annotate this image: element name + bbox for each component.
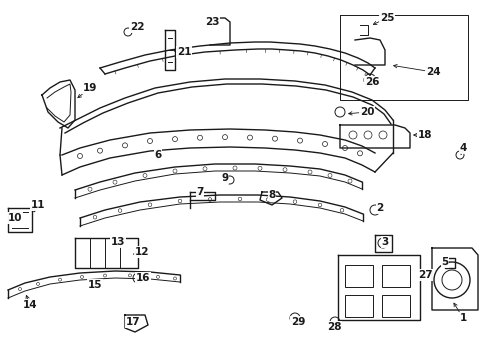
Text: 8: 8 xyxy=(269,190,275,200)
Text: 29: 29 xyxy=(291,317,305,327)
Text: 28: 28 xyxy=(327,322,341,332)
Text: 25: 25 xyxy=(380,13,394,23)
Text: 1: 1 xyxy=(460,313,466,323)
Text: 14: 14 xyxy=(23,300,37,310)
Text: 16: 16 xyxy=(136,273,150,283)
Text: 12: 12 xyxy=(135,247,149,257)
Text: 5: 5 xyxy=(441,257,449,267)
Bar xyxy=(382,265,410,287)
Text: 26: 26 xyxy=(365,77,379,87)
Text: 22: 22 xyxy=(130,22,144,32)
Text: 27: 27 xyxy=(417,270,432,280)
Text: 23: 23 xyxy=(205,17,219,27)
Text: 3: 3 xyxy=(381,237,389,247)
Text: 21: 21 xyxy=(177,47,191,57)
Text: 20: 20 xyxy=(360,107,374,117)
Text: 17: 17 xyxy=(126,317,140,327)
Text: 6: 6 xyxy=(154,150,162,160)
Text: 19: 19 xyxy=(83,83,97,93)
Text: 15: 15 xyxy=(88,280,102,290)
Text: 4: 4 xyxy=(459,143,466,153)
Bar xyxy=(345,265,373,287)
Text: 9: 9 xyxy=(221,173,228,183)
Text: 24: 24 xyxy=(426,67,441,77)
Text: 18: 18 xyxy=(418,130,432,140)
Text: 2: 2 xyxy=(376,203,384,213)
Text: 13: 13 xyxy=(111,237,125,247)
Text: 7: 7 xyxy=(196,187,204,197)
Bar xyxy=(382,295,410,317)
Bar xyxy=(345,295,373,317)
Text: 11: 11 xyxy=(31,200,45,210)
Text: 10: 10 xyxy=(8,213,22,223)
